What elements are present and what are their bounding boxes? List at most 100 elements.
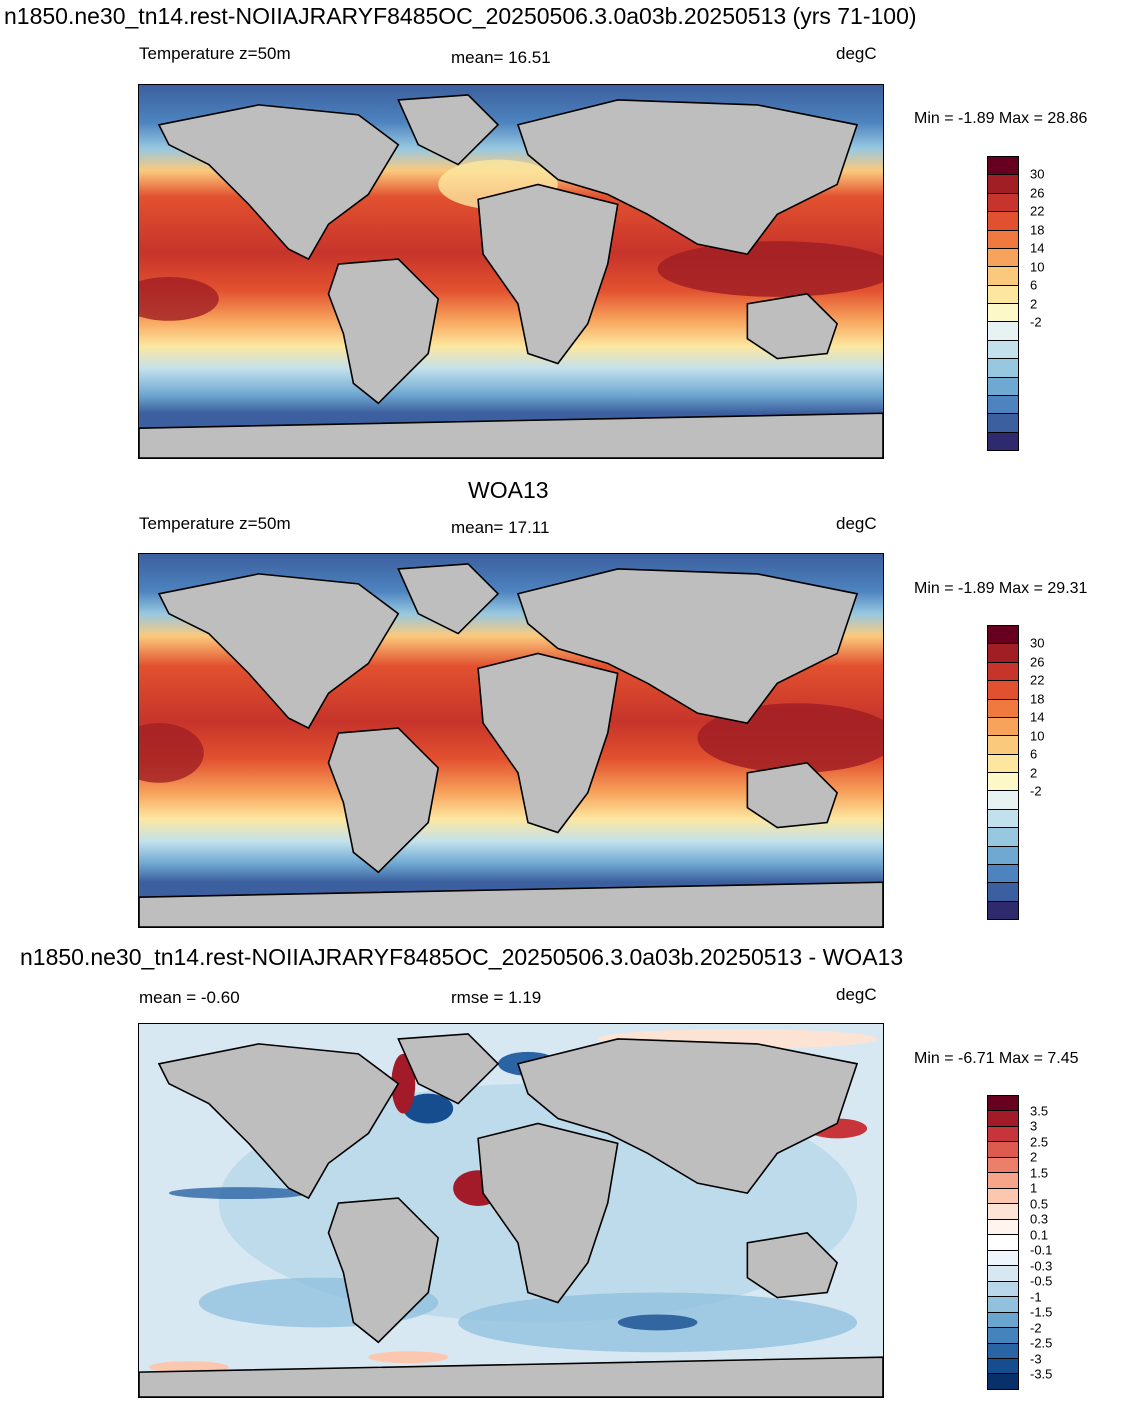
panel3-rmse: rmse = 1.19 <box>451 988 542 1007</box>
panel2-colorbar-swatch <box>988 644 1018 663</box>
panel2-map <box>138 553 884 928</box>
panel2-colorbar <box>987 625 1019 920</box>
panel1-colorbar-swatch <box>988 230 1018 249</box>
panel2-colorbar-swatch <box>988 883 1018 902</box>
panel2-colorbar-swatch <box>988 681 1018 700</box>
panel2-colorbar-swatch <box>988 717 1018 737</box>
panel2-colorbar-label: 10 <box>1030 728 1045 744</box>
panel2-colorbar-label: 2 <box>1030 765 1038 780</box>
panel3-colorbar-label: 2.5 <box>1030 1134 1049 1150</box>
panel1-colorbar-swatch <box>988 432 1018 450</box>
panel1-colorbar-swatch <box>988 304 1018 323</box>
panel3-colorbar-swatch <box>988 1328 1018 1344</box>
panel2-colorbar-label: 18 <box>1030 691 1045 707</box>
panel1-colorbar-swatch <box>988 175 1018 194</box>
panel3-colorbar-swatch <box>988 1343 1018 1359</box>
panel1-minmax: Min = -1.89 Max = 28.86 <box>914 110 1088 127</box>
panel3-colorbar-swatch <box>988 1204 1018 1220</box>
land <box>139 1033 883 1397</box>
panel3-colorbar-label: 3 <box>1030 1118 1038 1134</box>
panel3-colorbar-swatch <box>988 1297 1018 1313</box>
panel1-colorbar-label: 22 <box>1030 203 1045 219</box>
panel3-colorbar-label: -1.5 <box>1030 1304 1053 1320</box>
panel3-colorbar-label: -0.5 <box>1030 1273 1053 1289</box>
panel3-units: degC <box>836 985 877 1004</box>
panel3-title: n1850.ne30_tn14.rest-NOIIAJRARYF8485OC_2… <box>20 944 904 970</box>
panel1-colorbar-swatch <box>988 322 1018 341</box>
panel3-colorbar-label: -1 <box>1030 1289 1042 1305</box>
panel1-colorbar <box>987 156 1019 451</box>
panel1-colorbar-swatch <box>988 285 1018 304</box>
panel2-colorbar-swatch <box>988 828 1018 847</box>
panel3-colorbar-swatch <box>988 1266 1018 1282</box>
panel3-colorbar-swatch <box>988 1250 1018 1267</box>
land <box>139 563 883 927</box>
panel3-colorbar-swatch <box>988 1358 1018 1375</box>
panel1-colorbar-swatch <box>988 359 1018 378</box>
panel2-colorbar-swatch <box>988 699 1018 718</box>
panel3-minmax: Min = -6.71 Max = 7.45 <box>914 1050 1079 1067</box>
panel2-colorbar-label: 30 <box>1030 635 1045 651</box>
panel3-colorbar-label: 3.5 <box>1030 1103 1049 1119</box>
panel3-colorbar-label: 1.5 <box>1030 1165 1049 1181</box>
panel3-colorbar-label: 0.1 <box>1030 1227 1049 1243</box>
panel2-colorbar-swatch <box>988 901 1018 919</box>
panel1-colorbar-label: 26 <box>1030 185 1045 201</box>
panel1-colorbar-swatch <box>988 340 1018 360</box>
panel3-colorbar-label: -0.3 <box>1030 1258 1053 1274</box>
panel3-colorbar-swatch <box>988 1157 1018 1174</box>
panel1-colorbar-label: -2 <box>1030 314 1042 330</box>
panel3-colorbar-swatch <box>988 1173 1018 1189</box>
panel3-colorbar-label: -3 <box>1030 1351 1042 1367</box>
panel1-colorbar-swatch <box>988 377 1018 396</box>
panel2-mean: mean= 17.11 <box>451 518 550 537</box>
panel1-colorbar-swatch <box>988 212 1018 231</box>
panel3-colorbar-label: -3.5 <box>1030 1366 1053 1382</box>
panel1-units: degC <box>836 44 877 63</box>
panel3-colorbar-label: -2 <box>1030 1320 1042 1336</box>
panel1-colorbar-label: 2 <box>1030 296 1038 311</box>
panel3-colorbar-swatch <box>988 1188 1018 1205</box>
panel2-colorbar-swatch <box>988 626 1018 645</box>
panel3-mean: mean = -0.60 <box>139 988 240 1007</box>
panel3-colorbar-swatch <box>988 1374 1018 1389</box>
panel2-colorbar-swatch <box>988 662 1018 682</box>
panel3-colorbar <box>987 1095 1019 1390</box>
panel3-colorbar-swatch <box>988 1096 1018 1112</box>
panel3-colorbar-label: 2 <box>1030 1149 1038 1165</box>
panel1-colorbar-label: 30 <box>1030 166 1045 182</box>
panel3-colorbar-swatch <box>988 1281 1018 1298</box>
panel2-colorbar-label: 26 <box>1030 654 1045 670</box>
panel2-colorbar-swatch <box>988 773 1018 792</box>
panel3-colorbar-swatch <box>988 1312 1018 1329</box>
panel3-colorbar-swatch <box>988 1219 1018 1236</box>
panel3-colorbar-label: 0.3 <box>1030 1211 1049 1227</box>
panel1-colorbar-swatch <box>988 193 1018 213</box>
panel2-colorbar-swatch <box>988 736 1018 755</box>
panel3-colorbar-swatch <box>988 1142 1018 1158</box>
panel2-units: degC <box>836 514 877 533</box>
panel2-colorbar-label: -2 <box>1030 783 1042 799</box>
panel3-colorbar-swatch <box>988 1111 1018 1127</box>
panel1-colorbar-swatch <box>988 157 1018 176</box>
panel2-left-label: Temperature z=50m <box>139 514 291 533</box>
panel1-colorbar-swatch <box>988 267 1018 286</box>
panel1-colorbar-label: 10 <box>1030 259 1045 275</box>
panel3-colorbar-label: -0.1 <box>1030 1242 1053 1258</box>
panel3-colorbar-label: -2.5 <box>1030 1335 1053 1351</box>
panel1-colorbar-swatch <box>988 395 1018 415</box>
panel1-left-label: Temperature z=50m <box>139 44 291 63</box>
panel3-colorbar-label: 0.5 <box>1030 1196 1049 1212</box>
panel1-title: n1850.ne30_tn14.rest-NOIIAJRARYF8485OC_2… <box>4 3 917 29</box>
panel2-minmax: Min = -1.89 Max = 29.31 <box>914 580 1088 597</box>
panel3-colorbar-swatch <box>988 1126 1018 1143</box>
land <box>139 94 883 458</box>
panel1-colorbar-swatch <box>988 414 1018 433</box>
panel2-colorbar-swatch <box>988 864 1018 884</box>
panel1-colorbar-label: 6 <box>1030 277 1038 293</box>
panel1-colorbar-label: 14 <box>1030 240 1045 256</box>
panel2-colorbar-label: 6 <box>1030 746 1038 762</box>
panel2-colorbar-label: 22 <box>1030 672 1045 688</box>
panel3-map <box>138 1023 884 1398</box>
panel1-mean: mean= 16.51 <box>451 48 551 67</box>
